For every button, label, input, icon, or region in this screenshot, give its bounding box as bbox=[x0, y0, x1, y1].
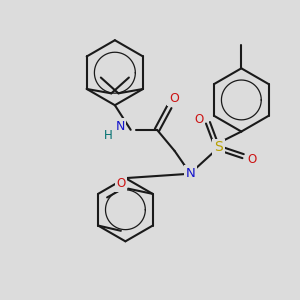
Text: N: N bbox=[185, 167, 195, 180]
Text: H: H bbox=[104, 129, 113, 142]
Text: N: N bbox=[116, 120, 125, 133]
Text: S: S bbox=[214, 140, 223, 154]
Text: O: O bbox=[247, 153, 256, 166]
Text: O: O bbox=[116, 177, 126, 190]
Text: O: O bbox=[195, 113, 204, 126]
Text: O: O bbox=[169, 92, 179, 105]
